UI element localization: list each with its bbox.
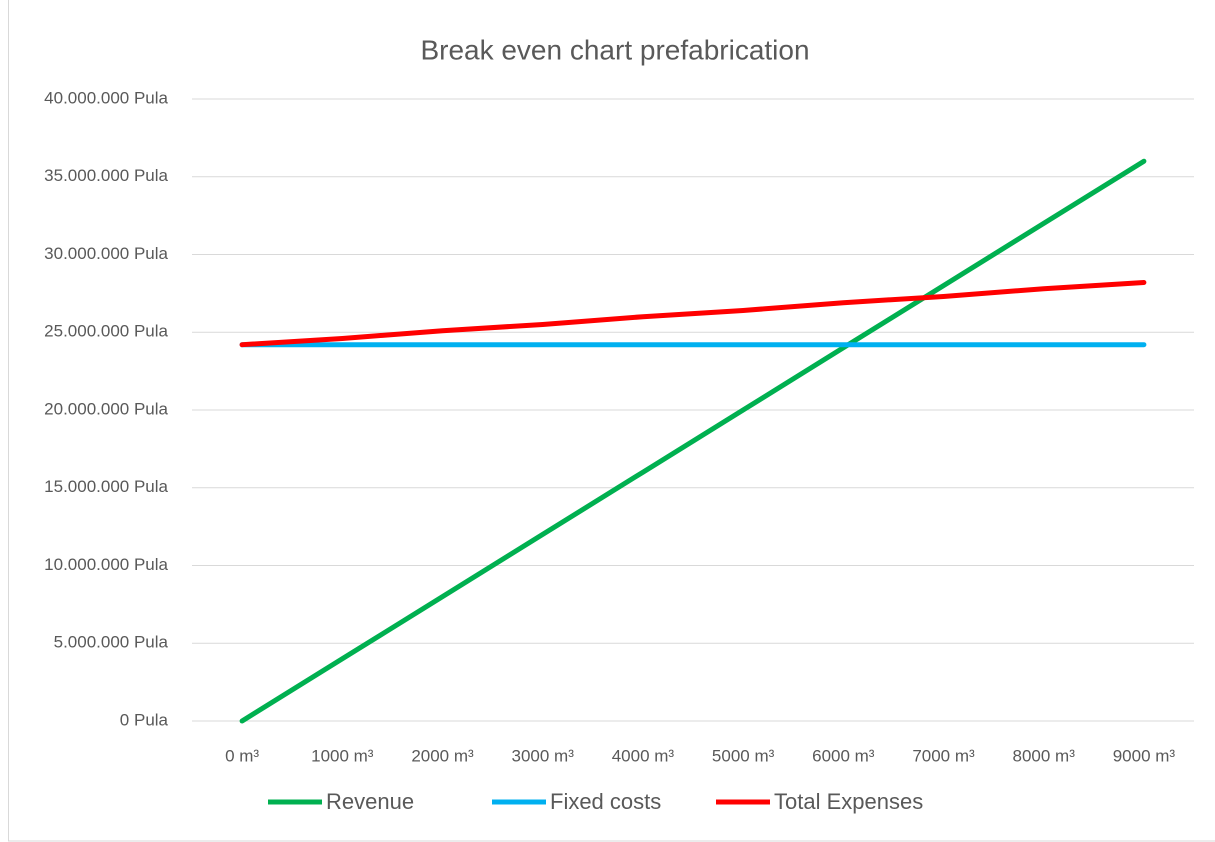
y-tick-label: 20.000.000 Pula — [44, 399, 168, 418]
x-tick-label: 3000 m³ — [512, 746, 575, 765]
chart-border — [8, 0, 1215, 842]
y-tick-label: 10.000.000 Pula — [44, 555, 168, 574]
chart-title: Break even chart prefabrication — [420, 34, 809, 65]
x-tick-label: 6000 m³ — [812, 746, 875, 765]
y-tick-label: 5.000.000 Pula — [54, 633, 169, 652]
x-tick-label: 5000 m³ — [712, 746, 775, 765]
x-tick-label: 8000 m³ — [1013, 746, 1076, 765]
x-tick-label: 7000 m³ — [912, 746, 975, 765]
y-tick-label: 35.000.000 Pula — [44, 166, 168, 185]
y-tick-label: 25.000.000 Pula — [44, 322, 168, 341]
x-tick-label: 4000 m³ — [612, 746, 675, 765]
legend-label: Revenue — [326, 789, 414, 814]
legend-label: Total Expenses — [774, 789, 923, 814]
y-tick-label: 40.000.000 Pula — [44, 88, 168, 107]
y-tick-label: 30.000.000 Pula — [44, 244, 168, 263]
x-tick-label: 0 m³ — [225, 746, 259, 765]
x-tick-label: 9000 m³ — [1113, 746, 1176, 765]
legend-label: Fixed costs — [550, 789, 661, 814]
x-tick-label: 2000 m³ — [411, 746, 474, 765]
series-line — [239, 158, 1147, 724]
series-line — [239, 279, 1147, 348]
x-tick-label: 1000 m³ — [311, 746, 374, 765]
y-tick-label: 0 Pula — [120, 710, 169, 729]
y-tick-label: 15.000.000 Pula — [44, 477, 168, 496]
